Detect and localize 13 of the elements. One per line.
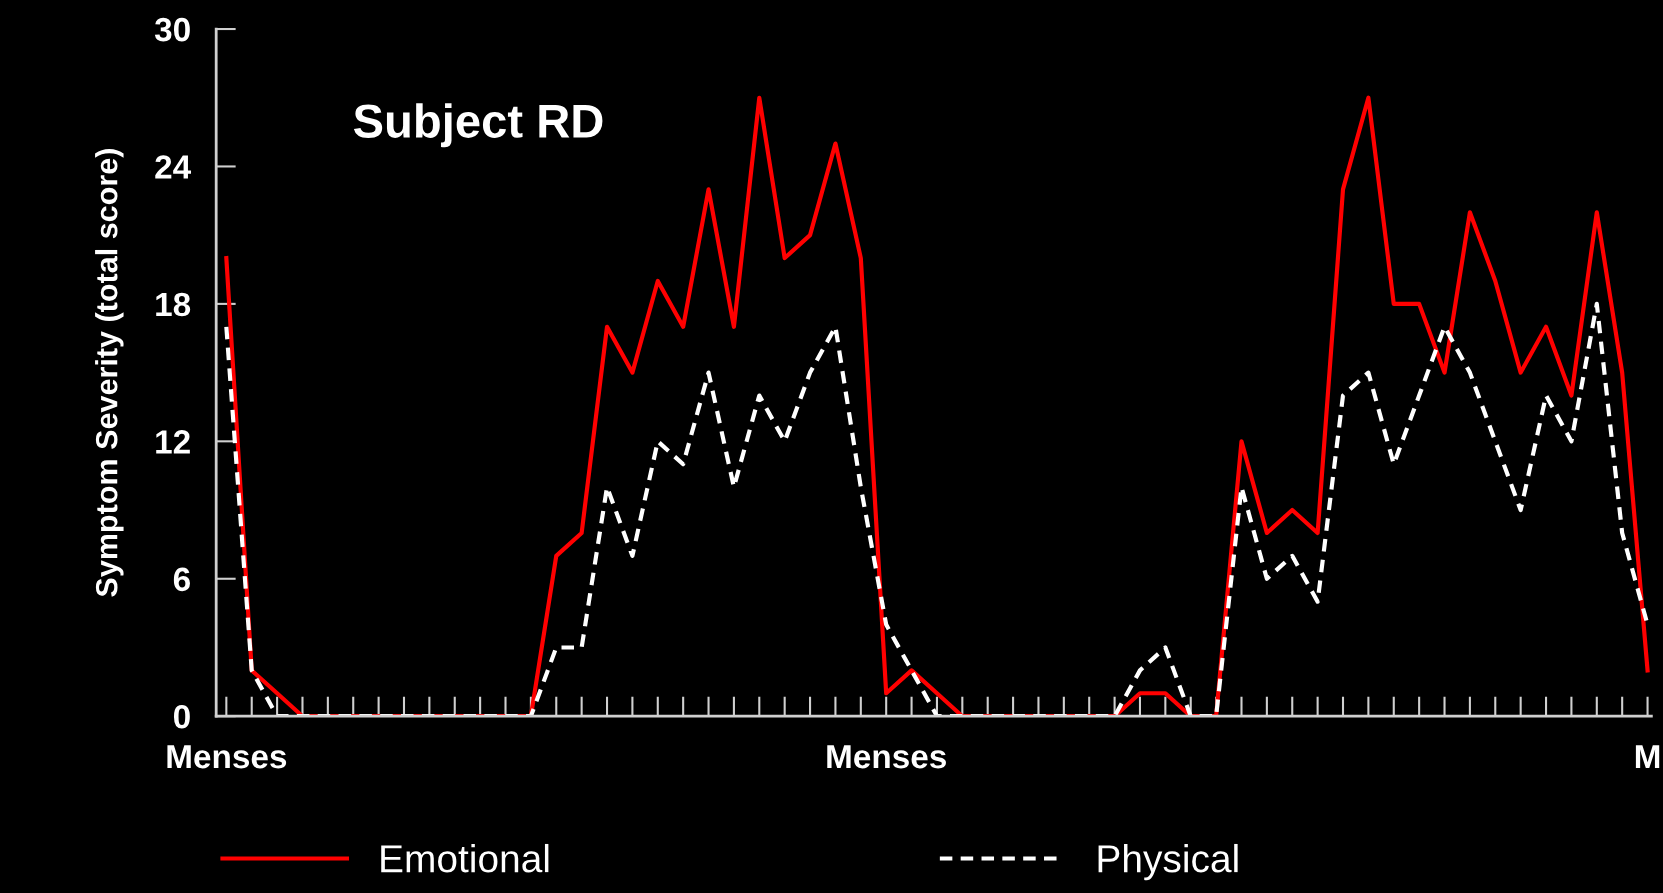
text: Subject RD xyxy=(353,103,603,148)
y-tick-label: 6 xyxy=(173,567,190,592)
y-tick-label: 0 xyxy=(173,704,190,729)
x-tick-label: Menses xyxy=(167,745,287,769)
y-tick-label: 24 xyxy=(155,155,192,179)
y-tick-label: 30 xyxy=(154,17,190,42)
y-axis-title: Symptom Severity (total score) xyxy=(95,149,124,597)
y-tick-label: 12 xyxy=(156,430,190,454)
x-tick-label: M xyxy=(1635,745,1660,769)
legend-label: Physical xyxy=(1098,843,1238,881)
y-tick-label: 18 xyxy=(156,292,191,317)
legend-label: Emotional xyxy=(381,843,549,873)
x-tick-label: Menses xyxy=(827,745,946,769)
